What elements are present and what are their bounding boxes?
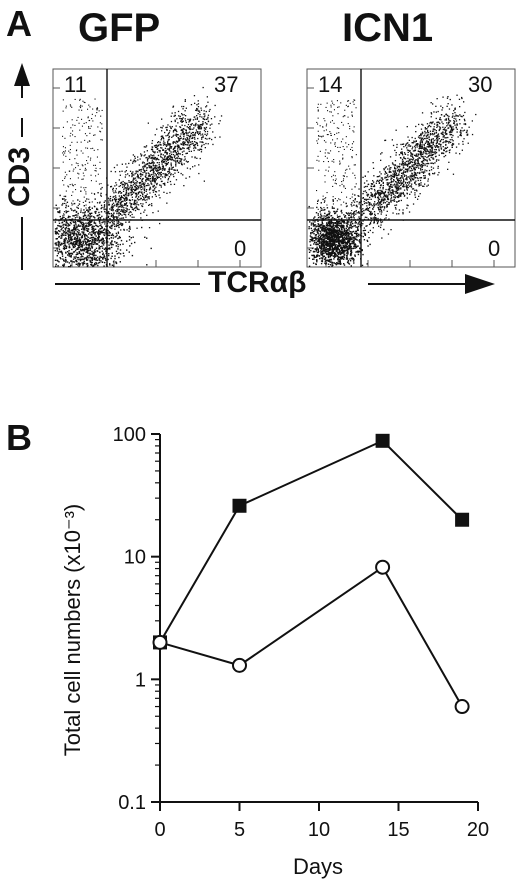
series-line-1 — [159, 565, 463, 708]
quadrant-upper-right: 37 — [214, 72, 239, 97]
flow-plot-icn1: 14 30 0 — [306, 68, 516, 268]
data-point-circle — [152, 634, 168, 650]
x-tick-label: 20 — [467, 819, 489, 841]
data-point-circle — [232, 657, 247, 673]
data-point-square — [232, 498, 247, 513]
data-point-square — [455, 512, 470, 527]
y-tick-label: 100 — [113, 424, 146, 446]
flow-title-icn1: ICN1 — [342, 6, 434, 50]
tcr-axis-label: TCRαβ — [208, 266, 307, 299]
quadrant-upper-left: 11 — [64, 72, 87, 97]
tcr-axis-arrow — [55, 274, 495, 294]
x-tick-label: 0 — [154, 819, 165, 841]
x-tick-label: 5 — [234, 819, 245, 841]
line-chart: 0.1 1 10 100 0 5 10 15 20 Total cell numbers (x1… — [60, 424, 489, 879]
y-tick-label: 0.1 — [118, 792, 146, 814]
panel-b-letter: B — [6, 417, 32, 458]
y-axis-label: Total cell numbers (x10⁻³) — [60, 504, 85, 756]
y-tick-label: 10 — [124, 547, 146, 569]
series-line-0 — [159, 439, 463, 643]
flow-plot-gfp: 11 37 0 — [52, 68, 262, 268]
flow-scatter-icn1 — [306, 68, 516, 268]
flow-scatter-gfp — [52, 68, 262, 268]
data-point-square — [375, 433, 390, 448]
quadrant-lower-right: 0 — [234, 236, 247, 261]
y-tick-label: 1 — [135, 669, 146, 691]
data-point-circle — [454, 699, 470, 715]
x-axis-label: Days — [293, 854, 343, 879]
panel-a-letter: A — [6, 3, 32, 44]
x-tick-label: 10 — [308, 819, 330, 841]
quadrant-lower-right: 0 — [488, 236, 501, 261]
quadrant-upper-right: 30 — [468, 72, 493, 97]
flow-title-gfp: GFP — [78, 6, 161, 50]
quadrant-upper-left: 14 — [318, 72, 343, 97]
x-tick-label: 15 — [387, 819, 409, 841]
data-point-circle — [375, 559, 391, 575]
cd3-axis-label: CD3 — [3, 137, 36, 217]
